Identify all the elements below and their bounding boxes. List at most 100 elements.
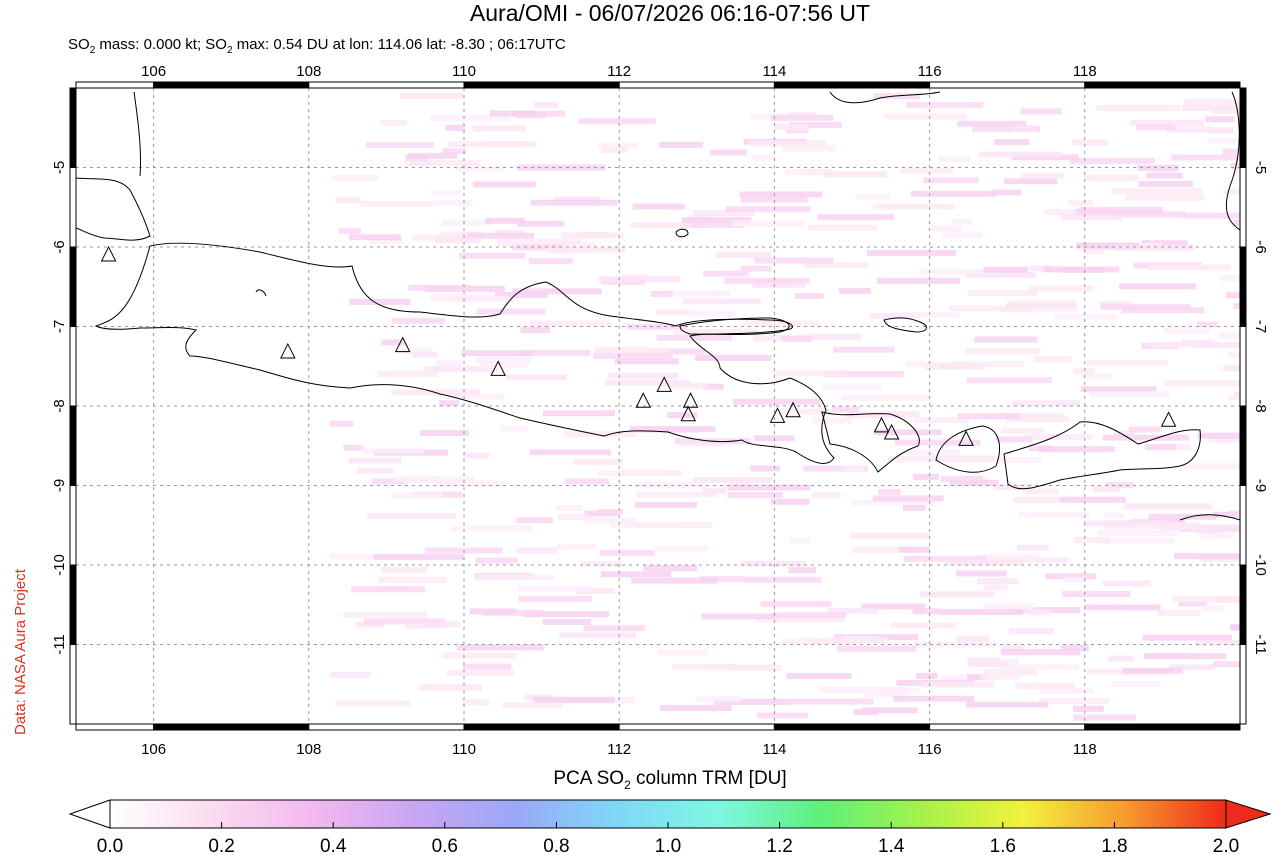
- so2-speckle: [462, 699, 490, 706]
- so2-speckle: [1244, 358, 1288, 364]
- lombok-coast: [935, 425, 1000, 473]
- so2-speckle: [672, 663, 737, 670]
- so2-speckle: [995, 436, 1033, 443]
- so2-speckle: [1061, 591, 1131, 597]
- so2-speckle: [1121, 307, 1205, 314]
- so2-speckle: [1084, 604, 1158, 611]
- so2-speckle: [1098, 537, 1174, 544]
- frame-bar-left: [69, 246, 77, 327]
- so2-speckle: [803, 465, 868, 472]
- so2-speckle: [965, 348, 1041, 355]
- volcano-icon: [873, 416, 890, 433]
- so2-speckle: [1075, 209, 1164, 215]
- lon-tick-label-top: 116: [918, 63, 942, 80]
- so2-speckle: [369, 238, 403, 244]
- so2-speckle: [522, 611, 610, 618]
- volcano-icon: [394, 336, 411, 353]
- so2-speckle: [1061, 644, 1089, 651]
- so2-speckle: [1205, 116, 1235, 123]
- so2-speckle: [597, 470, 664, 477]
- colorbar-low-arrow: [68, 799, 111, 829]
- so2-speckle: [957, 413, 1022, 420]
- so2-speckle: [1233, 303, 1240, 309]
- so2-speckle: [1212, 661, 1240, 668]
- so2-speckle: [852, 500, 935, 507]
- so2-speckle: [977, 578, 1018, 585]
- subtitle-sub1: 2: [89, 45, 96, 56]
- coastlines: [76, 91, 1240, 521]
- so2-speckle: [597, 142, 639, 149]
- so2-speckle: [1148, 264, 1231, 271]
- so2-speckle: [474, 357, 532, 364]
- so2-speckle: [330, 420, 354, 427]
- so2-speckle: [1178, 600, 1208, 607]
- so2-speckle: [424, 366, 499, 372]
- so2-speckle: [1001, 427, 1045, 434]
- frame-bar-left: [69, 485, 77, 566]
- so2-speckle: [998, 306, 1079, 313]
- so2-speckle: [442, 148, 467, 155]
- so2-speckle: [330, 553, 379, 560]
- so2-speckle: [838, 287, 871, 294]
- so2-speckle: [517, 585, 595, 592]
- so2-speckle: [461, 350, 532, 357]
- so2-speckle: [982, 669, 1038, 676]
- volcano-icon: [490, 360, 506, 376]
- so2-speckle: [1083, 248, 1104, 255]
- so2-speckle: [702, 487, 726, 494]
- so2-speckle: [1219, 275, 1240, 282]
- volcano-icon: [958, 430, 974, 446]
- so2-speckle: [850, 532, 929, 539]
- so2-speckle: [1029, 285, 1094, 292]
- so2-speckle: [1043, 266, 1120, 273]
- so2-speckle: [812, 492, 841, 499]
- so2-speckle: [534, 101, 559, 108]
- so2-speckle: [411, 351, 438, 358]
- so2-speckle: [1126, 604, 1161, 611]
- java-coast: [94, 242, 835, 464]
- frame-bar-bottom: [1084, 723, 1241, 731]
- lat-tick-label-left: -6: [51, 240, 68, 253]
- lat-tick-label-right: -5: [1252, 161, 1269, 174]
- so2-speckle: [1193, 527, 1224, 534]
- lon-tick-label-bottom: 110: [452, 741, 476, 758]
- so2-speckle: [503, 702, 563, 709]
- so2-speckle: [335, 700, 411, 707]
- so2-speckle: [1230, 162, 1240, 169]
- frame-bar-top: [308, 81, 465, 89]
- frame-bar-left: [69, 644, 77, 725]
- so2-speckle: [855, 193, 890, 200]
- so2-speckle: [912, 608, 940, 615]
- so2-speckle: [445, 124, 466, 131]
- so2-speckle: [489, 110, 537, 117]
- so2-speckle: [583, 625, 645, 632]
- so2-speckle: [1083, 520, 1135, 527]
- so2-speckle: [558, 513, 589, 520]
- lon-tick-label-top: 106: [141, 63, 166, 80]
- so2-speckle: [772, 612, 847, 619]
- so2-speckle: [940, 475, 984, 482]
- so2-speckle: [543, 410, 615, 417]
- lat-tick-label-right: -10: [1252, 554, 1269, 576]
- so2-speckle: [1072, 139, 1108, 146]
- so2-speckle: [1114, 244, 1195, 251]
- so2-speckle: [1156, 609, 1201, 616]
- frame-bar-bottom: [153, 723, 310, 731]
- so2-speckle: [1103, 512, 1125, 519]
- so2-speckle: [1008, 628, 1054, 635]
- subtitle-sub2: 2: [226, 45, 233, 56]
- so2-speckle: [727, 492, 783, 499]
- so2-speckle: [420, 430, 469, 436]
- so2-speckle: [1011, 400, 1080, 407]
- so2-speckle: [966, 377, 1052, 384]
- so2-speckle: [943, 231, 983, 238]
- so2-speckle: [1039, 698, 1109, 705]
- so2-speckle: [400, 93, 464, 99]
- colorbar-tick-label: 0.0: [97, 836, 123, 855]
- frame-bar-top: [1084, 81, 1241, 89]
- so2-speckle: [1013, 125, 1035, 132]
- so2-speckle: [1201, 532, 1234, 539]
- so2-speckle: [598, 276, 680, 283]
- so2-speckle: [1173, 553, 1240, 560]
- so2-speckle: [756, 712, 809, 719]
